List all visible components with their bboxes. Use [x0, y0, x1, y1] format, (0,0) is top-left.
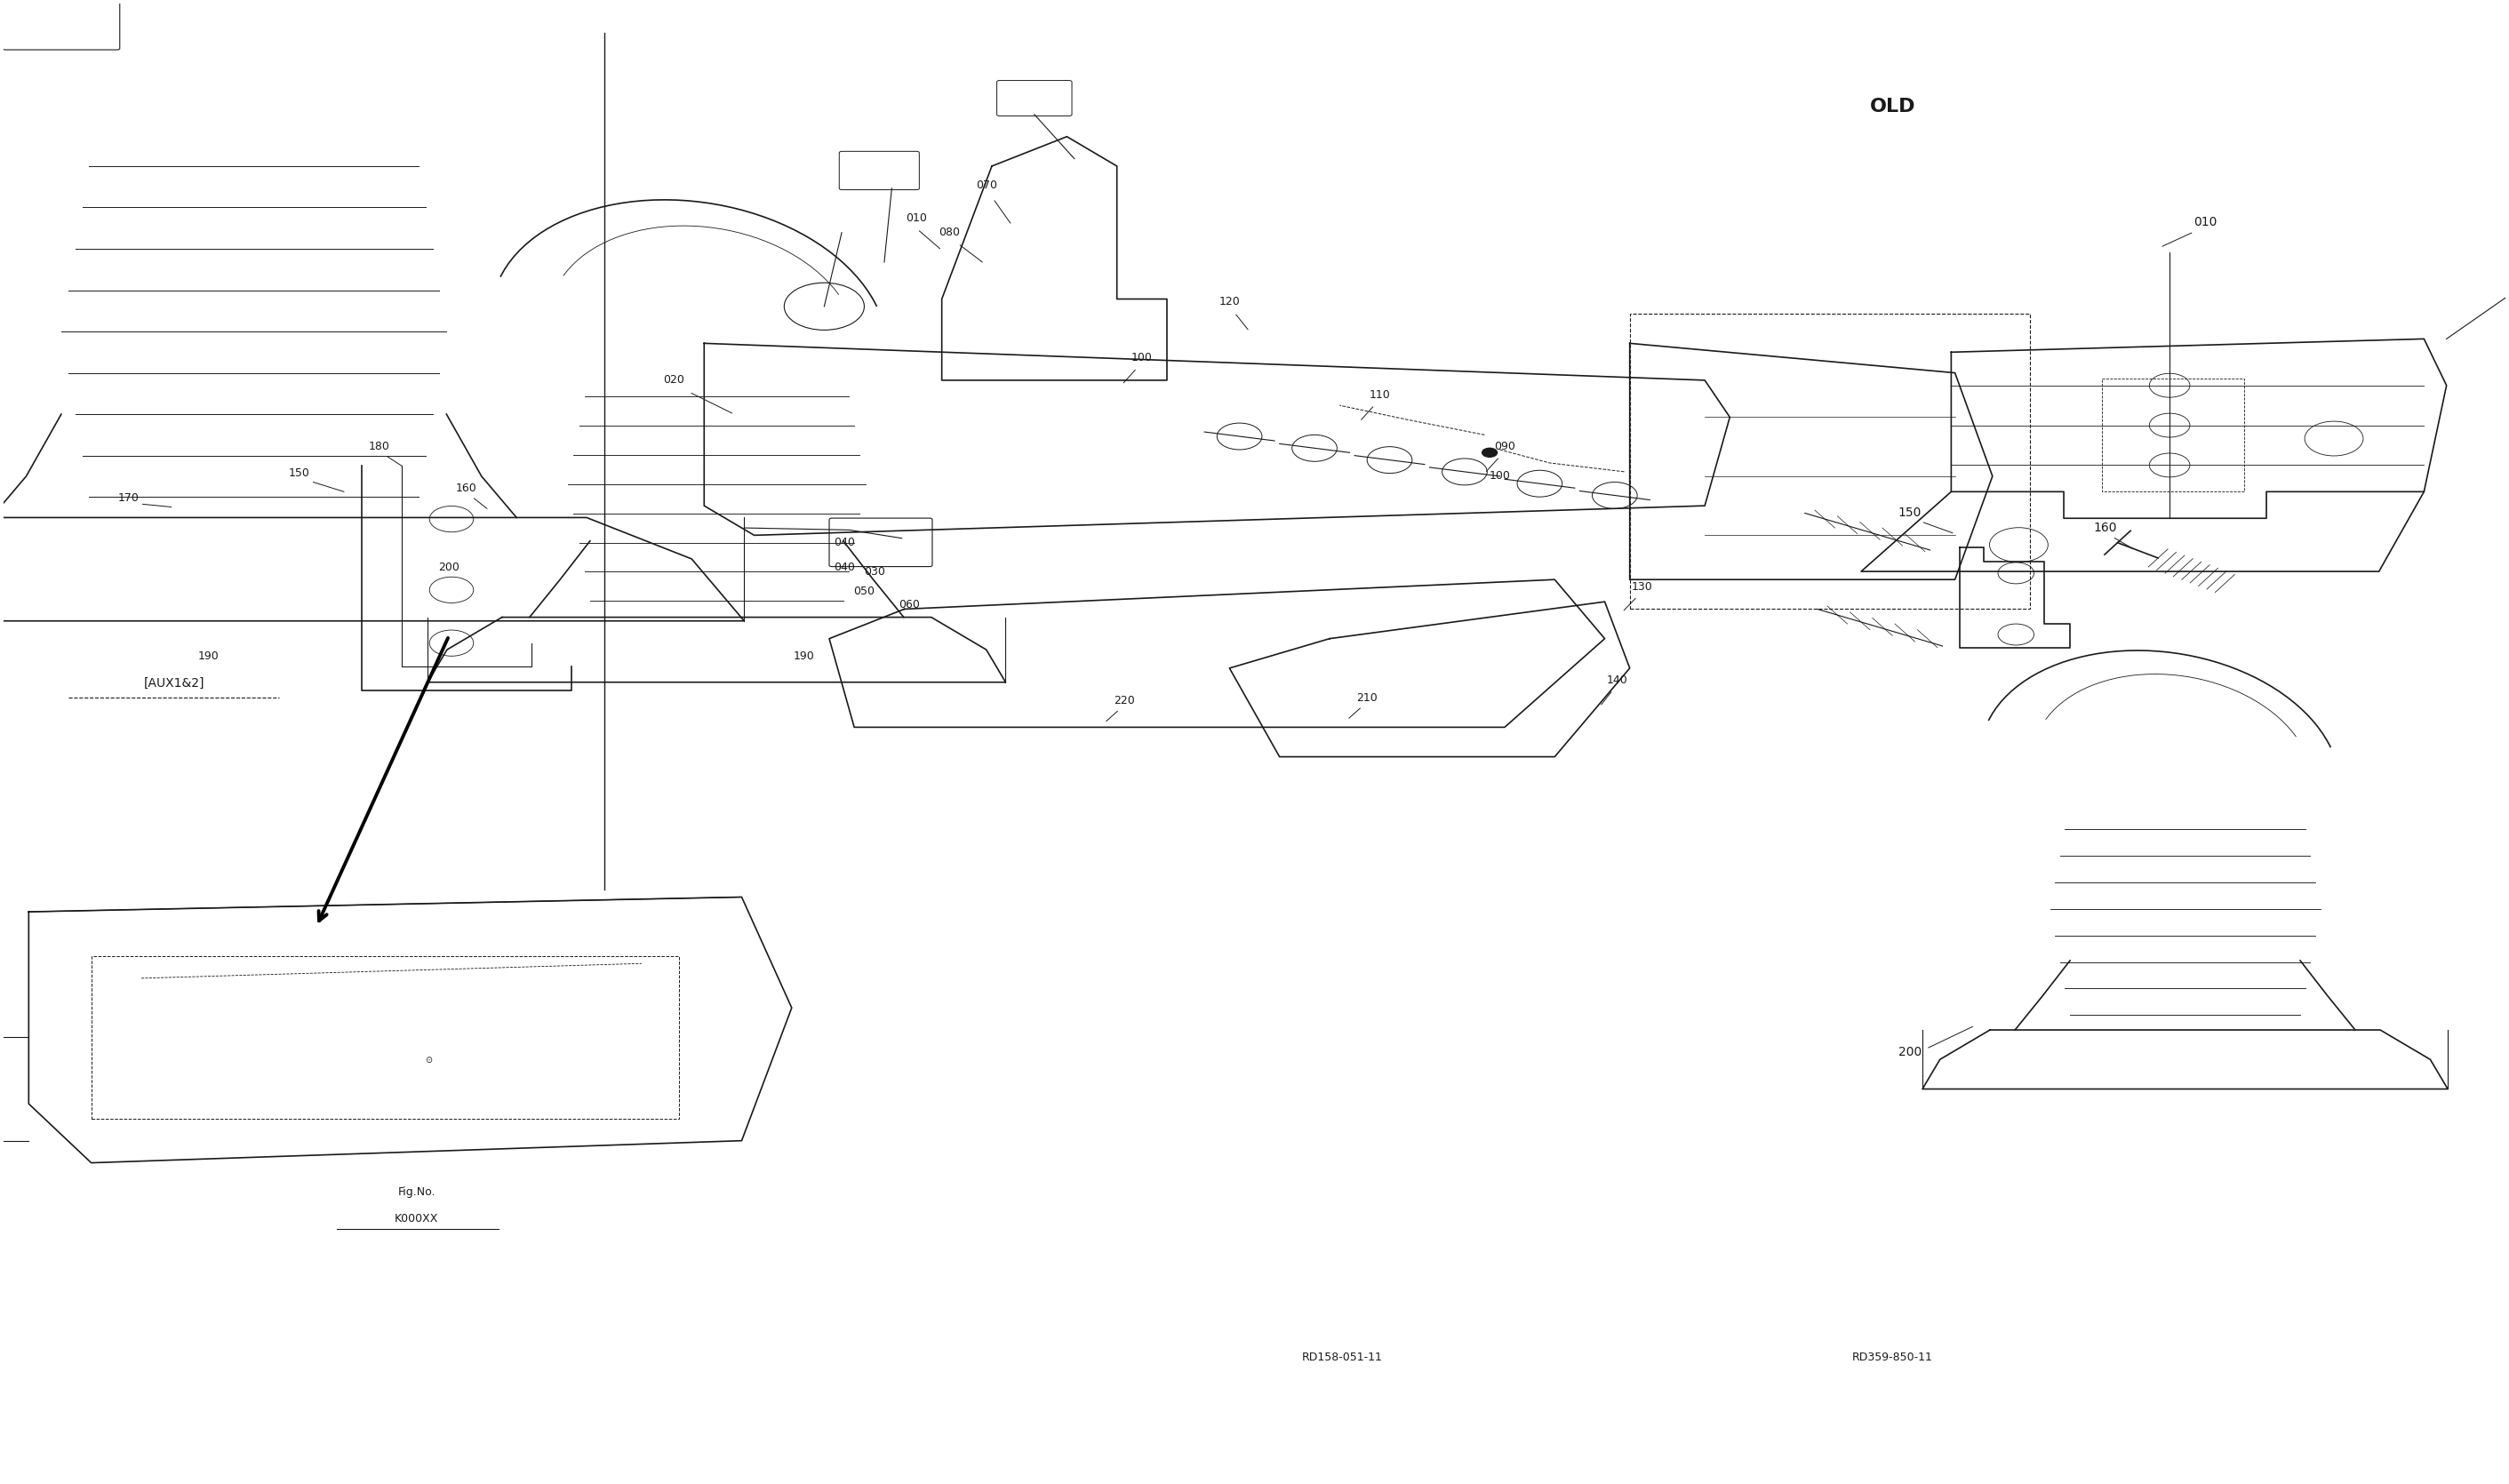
- Text: 080: 080: [938, 227, 961, 239]
- Text: 090: 090: [1493, 441, 1515, 453]
- Text: 010: 010: [2193, 217, 2218, 229]
- Text: 220: 220: [1114, 695, 1134, 706]
- Circle shape: [1483, 448, 1498, 457]
- Text: OLD: OLD: [1869, 98, 1914, 116]
- Text: 030: 030: [863, 567, 886, 577]
- Text: 150: 150: [289, 467, 309, 479]
- Text: $\odot$: $\odot$: [424, 1055, 434, 1064]
- Text: 180: 180: [369, 441, 389, 453]
- Text: 070: 070: [976, 180, 999, 191]
- Text: 160: 160: [457, 482, 477, 494]
- Text: 020: 020: [662, 374, 685, 386]
- Text: 170: 170: [118, 493, 141, 505]
- Text: 040: 040: [833, 562, 856, 573]
- Text: 200: 200: [1899, 1046, 1922, 1058]
- Text: 120: 120: [1219, 297, 1239, 307]
- Text: 130: 130: [1631, 582, 1653, 592]
- Text: 210: 210: [1357, 692, 1377, 703]
- Bar: [90, 956, 680, 1119]
- Text: RD359-850-11: RD359-850-11: [1852, 1352, 1932, 1364]
- Text: 100: 100: [1488, 470, 1510, 482]
- Text: 150: 150: [1899, 508, 1922, 519]
- Polygon shape: [28, 896, 793, 1163]
- Bar: [1631, 313, 2030, 608]
- Text: 050: 050: [853, 586, 876, 597]
- Text: [AUX1&2]: [AUX1&2]: [143, 677, 203, 689]
- Text: 010: 010: [906, 212, 928, 224]
- Text: 190: 190: [793, 650, 815, 662]
- Text: 190: 190: [198, 650, 218, 662]
- Text: 200: 200: [439, 562, 459, 573]
- Text: RD158-051-11: RD158-051-11: [1302, 1352, 1382, 1364]
- Text: 160: 160: [2093, 522, 2118, 534]
- Text: 100: 100: [1132, 352, 1152, 364]
- Text: 060: 060: [898, 600, 921, 610]
- Text: 040: 040: [833, 537, 856, 549]
- Text: 140: 140: [1606, 674, 1628, 686]
- Text: K000XX: K000XX: [394, 1212, 439, 1224]
- Text: Fig.No.: Fig.No.: [396, 1187, 437, 1198]
- Text: 110: 110: [1370, 389, 1390, 401]
